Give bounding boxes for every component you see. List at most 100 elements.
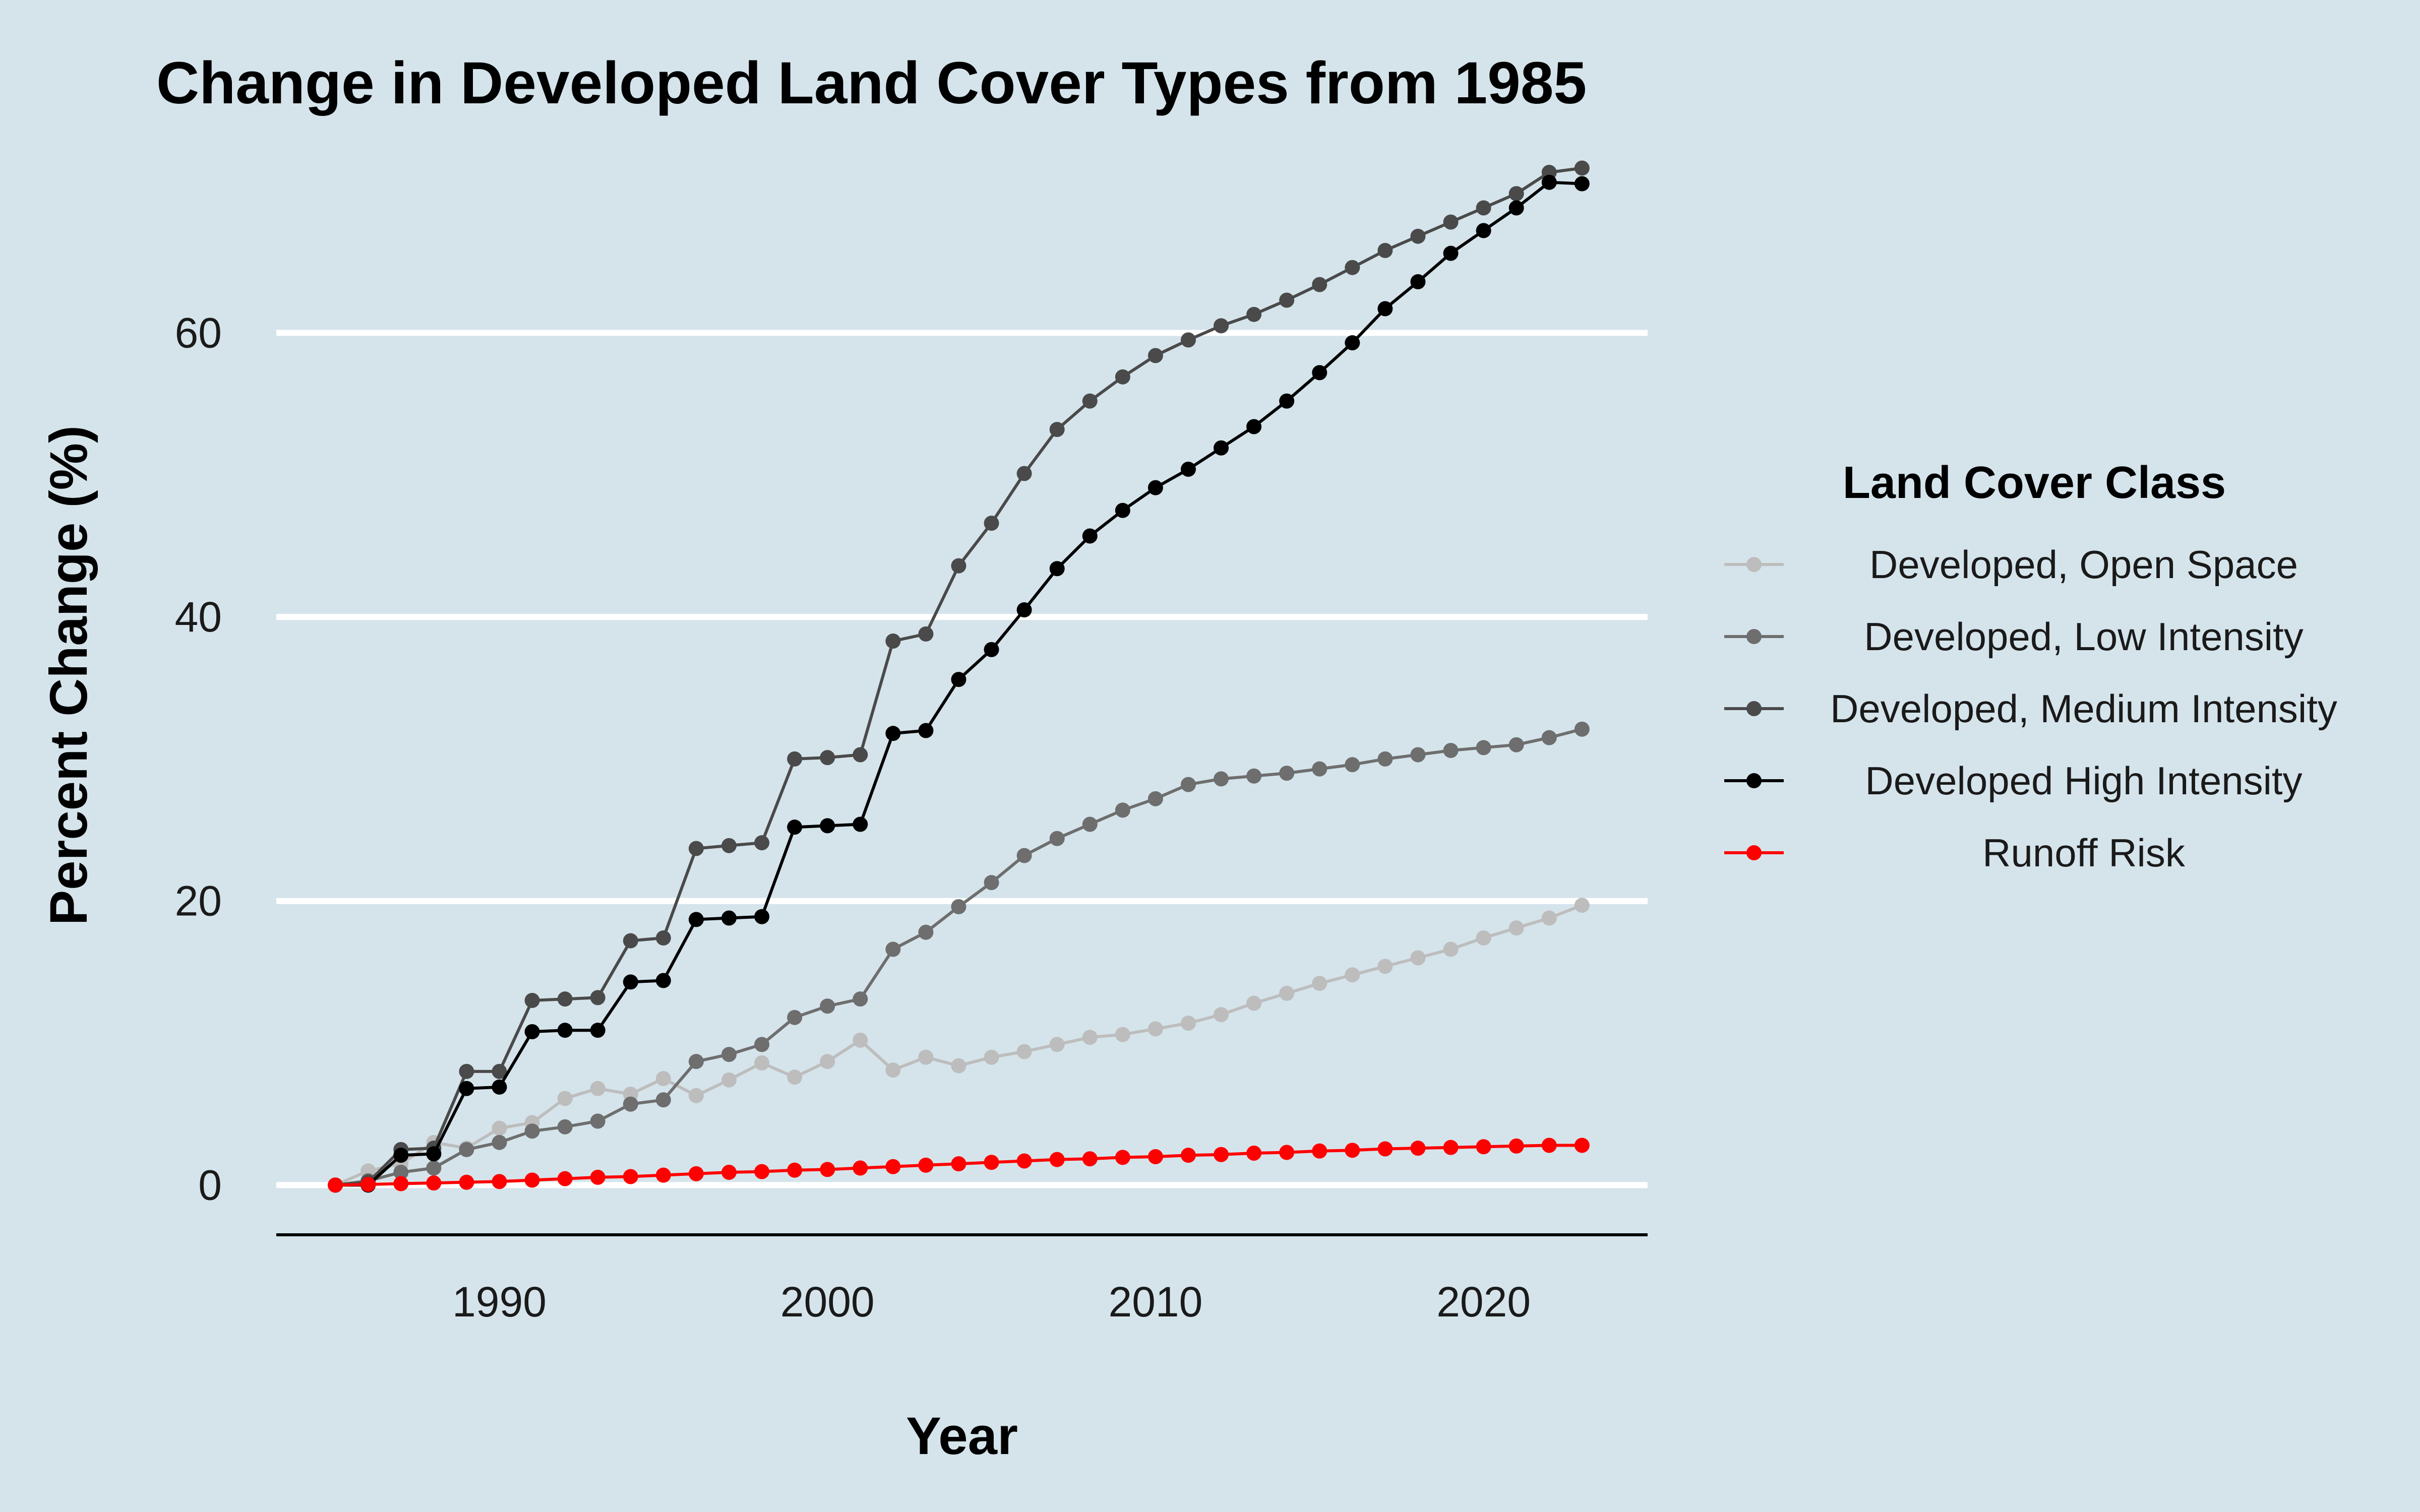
data-point	[524, 993, 540, 1008]
data-point	[1443, 214, 1459, 230]
data-point	[721, 1047, 737, 1062]
series-line	[335, 727, 1583, 1187]
data-point	[1574, 1138, 1590, 1153]
data-point	[459, 1081, 474, 1096]
y-tick-label: 0	[198, 1161, 222, 1209]
data-point	[393, 1165, 409, 1180]
data-point	[655, 930, 671, 946]
data-point	[1115, 1027, 1130, 1042]
data-point	[1574, 176, 1590, 192]
data-point	[1246, 1145, 1262, 1161]
data-point	[1345, 1143, 1360, 1158]
data-point	[1574, 721, 1590, 737]
data-point	[984, 642, 999, 657]
data-point	[754, 909, 770, 924]
data-point	[459, 1063, 474, 1079]
data-point	[984, 1049, 999, 1065]
data-point	[1476, 740, 1491, 755]
series-group	[328, 160, 1590, 1193]
series-line	[334, 904, 1583, 1187]
data-point	[754, 835, 770, 851]
x-tick-label: 2020	[1436, 1278, 1531, 1326]
data-point	[1246, 306, 1262, 322]
legend-label: Developed High Intensity	[1865, 759, 2302, 803]
data-point	[492, 1079, 507, 1095]
data-point	[1312, 761, 1327, 777]
data-point	[1147, 791, 1163, 806]
data-point	[688, 1054, 704, 1069]
data-point	[623, 974, 638, 990]
data-point	[1345, 757, 1360, 773]
data-point	[820, 818, 835, 834]
data-point	[918, 1157, 934, 1173]
x-tick-label: 2000	[780, 1278, 875, 1326]
data-point	[918, 723, 934, 738]
data-point	[426, 1160, 442, 1176]
data-point	[1115, 1150, 1130, 1165]
legend-swatch-point	[1746, 557, 1762, 572]
data-point	[820, 750, 835, 766]
data-point	[1279, 766, 1295, 781]
data-point	[1410, 747, 1426, 763]
data-point	[1476, 1139, 1491, 1155]
data-point	[1147, 1021, 1163, 1037]
data-point	[984, 1155, 999, 1170]
data-point	[655, 1071, 671, 1086]
data-point	[524, 1024, 540, 1039]
legend-item: Developed, Low Intensity	[1724, 614, 2304, 659]
data-point	[1016, 848, 1032, 863]
data-point	[1377, 243, 1393, 258]
data-point	[1443, 743, 1459, 758]
data-point	[1541, 910, 1557, 926]
data-point	[1246, 419, 1262, 434]
series-4	[328, 174, 1590, 1193]
data-point	[590, 1113, 606, 1129]
data-point	[1410, 1141, 1426, 1156]
data-point	[1115, 502, 1130, 518]
data-point	[1345, 335, 1360, 351]
x-axis-title: Year	[906, 1407, 1018, 1466]
data-point	[688, 841, 704, 856]
data-point	[1410, 950, 1426, 966]
data-point	[754, 1164, 770, 1179]
data-point	[853, 991, 868, 1007]
data-point	[787, 1162, 803, 1178]
data-point	[1016, 1044, 1032, 1059]
data-point	[1312, 365, 1327, 381]
data-point	[524, 1123, 540, 1139]
data-point	[623, 1169, 638, 1184]
x-tick-label: 1990	[452, 1278, 547, 1326]
data-point	[984, 516, 999, 531]
data-point	[1214, 440, 1229, 456]
data-point	[688, 912, 704, 927]
y-tick-labels: 0 20 40 60	[175, 309, 222, 1209]
legend-item: Developed, Medium Intensity	[1724, 686, 2337, 731]
grid-lines	[276, 330, 1648, 1188]
data-point	[951, 899, 966, 914]
data-point	[1345, 967, 1360, 983]
data-point	[1049, 561, 1065, 577]
series-2	[328, 721, 1590, 1193]
data-point	[1049, 1037, 1065, 1052]
data-point	[1115, 802, 1130, 818]
data-point	[492, 1135, 507, 1150]
data-point	[426, 1146, 442, 1162]
data-point	[360, 1176, 376, 1192]
data-point	[853, 816, 868, 832]
data-point	[853, 747, 868, 763]
data-point	[1180, 1148, 1196, 1163]
data-point	[1541, 1138, 1557, 1153]
data-point	[1049, 422, 1065, 437]
data-point	[1574, 898, 1590, 913]
data-point	[721, 1165, 737, 1180]
y-tick-label: 60	[175, 309, 222, 356]
data-point	[1476, 930, 1491, 946]
data-point	[754, 1055, 770, 1070]
data-point	[1180, 1016, 1196, 1031]
legend-label: Developed, Medium Intensity	[1830, 686, 2337, 731]
data-point	[1214, 1147, 1229, 1162]
data-point	[721, 838, 737, 853]
data-point	[1147, 480, 1163, 495]
data-point	[459, 1142, 474, 1157]
